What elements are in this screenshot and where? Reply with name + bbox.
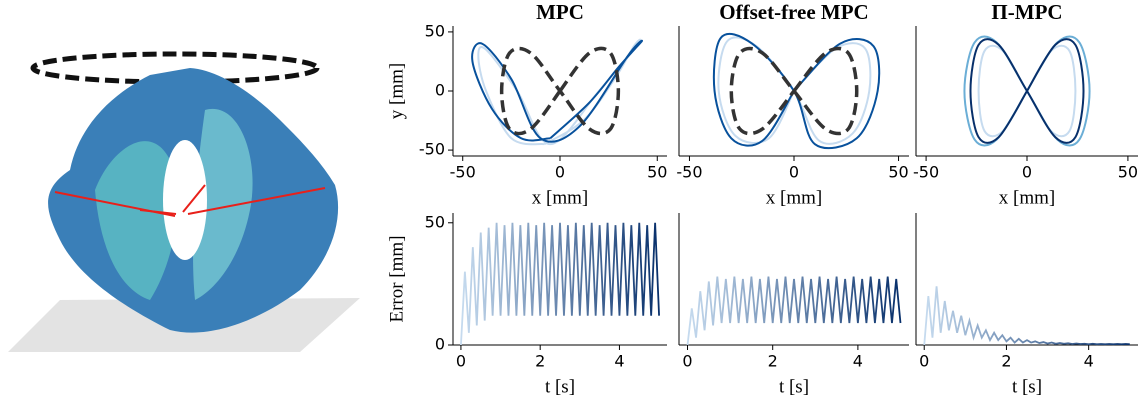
force-arrows (54, 184, 326, 217)
x-tick-label: 0 (682, 352, 692, 371)
y-axis-label: Error [mm] (386, 235, 407, 322)
x-axis-label: t [s] (779, 376, 809, 397)
y-tick-label: 0 (435, 81, 445, 100)
x-tick-label: 50 (647, 163, 667, 182)
robot-render (8, 51, 360, 352)
chart-title: Π-MPC (991, 0, 1062, 24)
trajectory (477, 38, 642, 146)
x-tick-label: 2 (1001, 352, 1011, 371)
robot-hole (163, 140, 207, 260)
x-tick-label: 4 (853, 352, 863, 371)
error-line (686, 276, 902, 346)
x-tick-label: 0 (919, 352, 929, 371)
y-tick-label: 50 (425, 21, 445, 40)
x-axis-label: t [s] (1012, 376, 1042, 397)
error-line (460, 222, 660, 346)
x-tick-label: 50 (888, 163, 908, 182)
x-tick-label: 0 (456, 352, 466, 371)
trajectory (471, 39, 644, 143)
y-tick-label: 0 (435, 335, 445, 354)
x-tick-label: 2 (768, 352, 778, 371)
y-axis-label: y [mm] (386, 63, 407, 119)
x-axis-label: x [mm] (532, 187, 588, 208)
trajectory (969, 38, 1085, 144)
x-tick-label: 50 (1118, 163, 1138, 182)
chart-title: MPC (536, 0, 584, 24)
x-axis-label: x [mm] (999, 187, 1055, 208)
robot-arm (193, 108, 253, 301)
trajectory (729, 46, 859, 136)
y-tick-label: 50 (425, 212, 445, 231)
x-tick-label: 4 (1084, 352, 1094, 371)
x-tick-label: -50 (450, 163, 476, 182)
x-tick-label: 4 (614, 352, 624, 371)
robot-arm (95, 141, 178, 300)
trajectory (499, 46, 621, 136)
x-tick-label: 2 (535, 352, 545, 371)
x-tick-label: 0 (1022, 163, 1032, 182)
y-tick-label: -50 (419, 140, 445, 159)
x-tick-label: -50 (676, 163, 702, 182)
x-tick-label: -50 (913, 163, 939, 182)
chart-title: Offset-free MPC (719, 0, 868, 24)
x-tick-label: 0 (789, 163, 799, 182)
x-axis-label: t [s] (545, 376, 575, 397)
x-tick-label: 0 (555, 163, 565, 182)
error-line (923, 286, 1130, 346)
x-axis-label: x [mm] (766, 187, 822, 208)
